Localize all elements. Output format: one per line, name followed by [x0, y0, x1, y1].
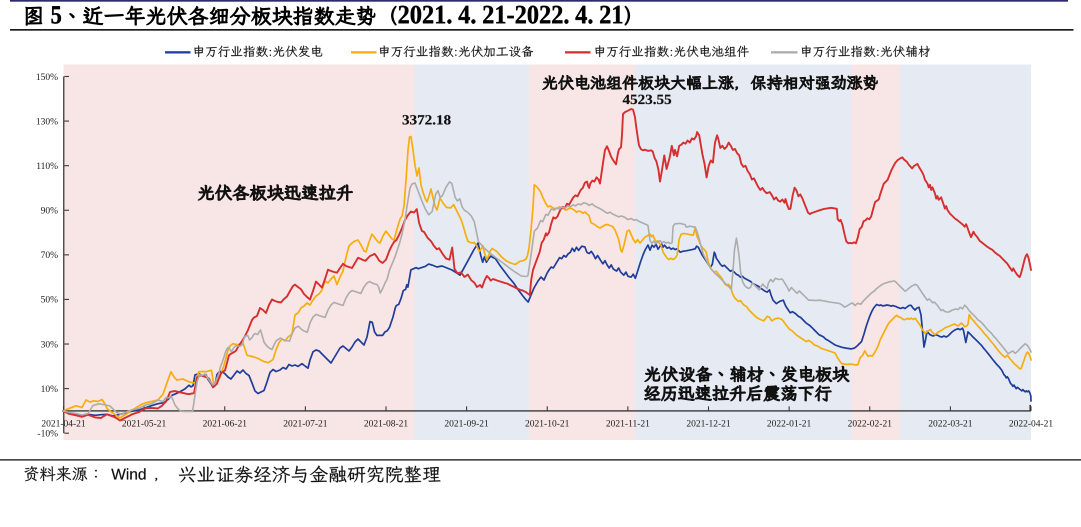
svg-text:150%: 150%: [36, 73, 58, 83]
svg-text:2022-04-21: 2022-04-21: [1009, 420, 1054, 430]
svg-text:10%: 10%: [41, 385, 59, 395]
svg-text:-10%: -10%: [37, 430, 58, 440]
svg-text:2021-05-21: 2021-05-21: [122, 420, 167, 430]
svg-text:50%: 50%: [41, 296, 59, 306]
svg-text:2021-12-21: 2021-12-21: [686, 420, 731, 430]
svg-text:30%: 30%: [41, 340, 59, 350]
svg-text:2021-04-21: 2021-04-21: [41, 420, 86, 430]
svg-text:2021-06-21: 2021-06-21: [203, 420, 248, 430]
svg-text:2021-07-21: 2021-07-21: [283, 420, 328, 430]
svg-text:2021-10-21: 2021-10-21: [525, 420, 570, 430]
svg-text:70%: 70%: [41, 251, 59, 261]
svg-text:2021-08-21: 2021-08-21: [364, 420, 409, 430]
svg-text:2022-02-21: 2022-02-21: [848, 420, 893, 430]
svg-text:110%: 110%: [36, 162, 58, 172]
svg-text:90%: 90%: [41, 207, 59, 217]
svg-text:2022-01-21: 2022-01-21: [767, 420, 812, 430]
svg-text:2022-03-21: 2022-03-21: [928, 420, 973, 430]
svg-text:2021-11-21: 2021-11-21: [606, 420, 650, 430]
svg-text:2021-09-21: 2021-09-21: [444, 420, 489, 430]
svg-text:130%: 130%: [36, 117, 58, 127]
